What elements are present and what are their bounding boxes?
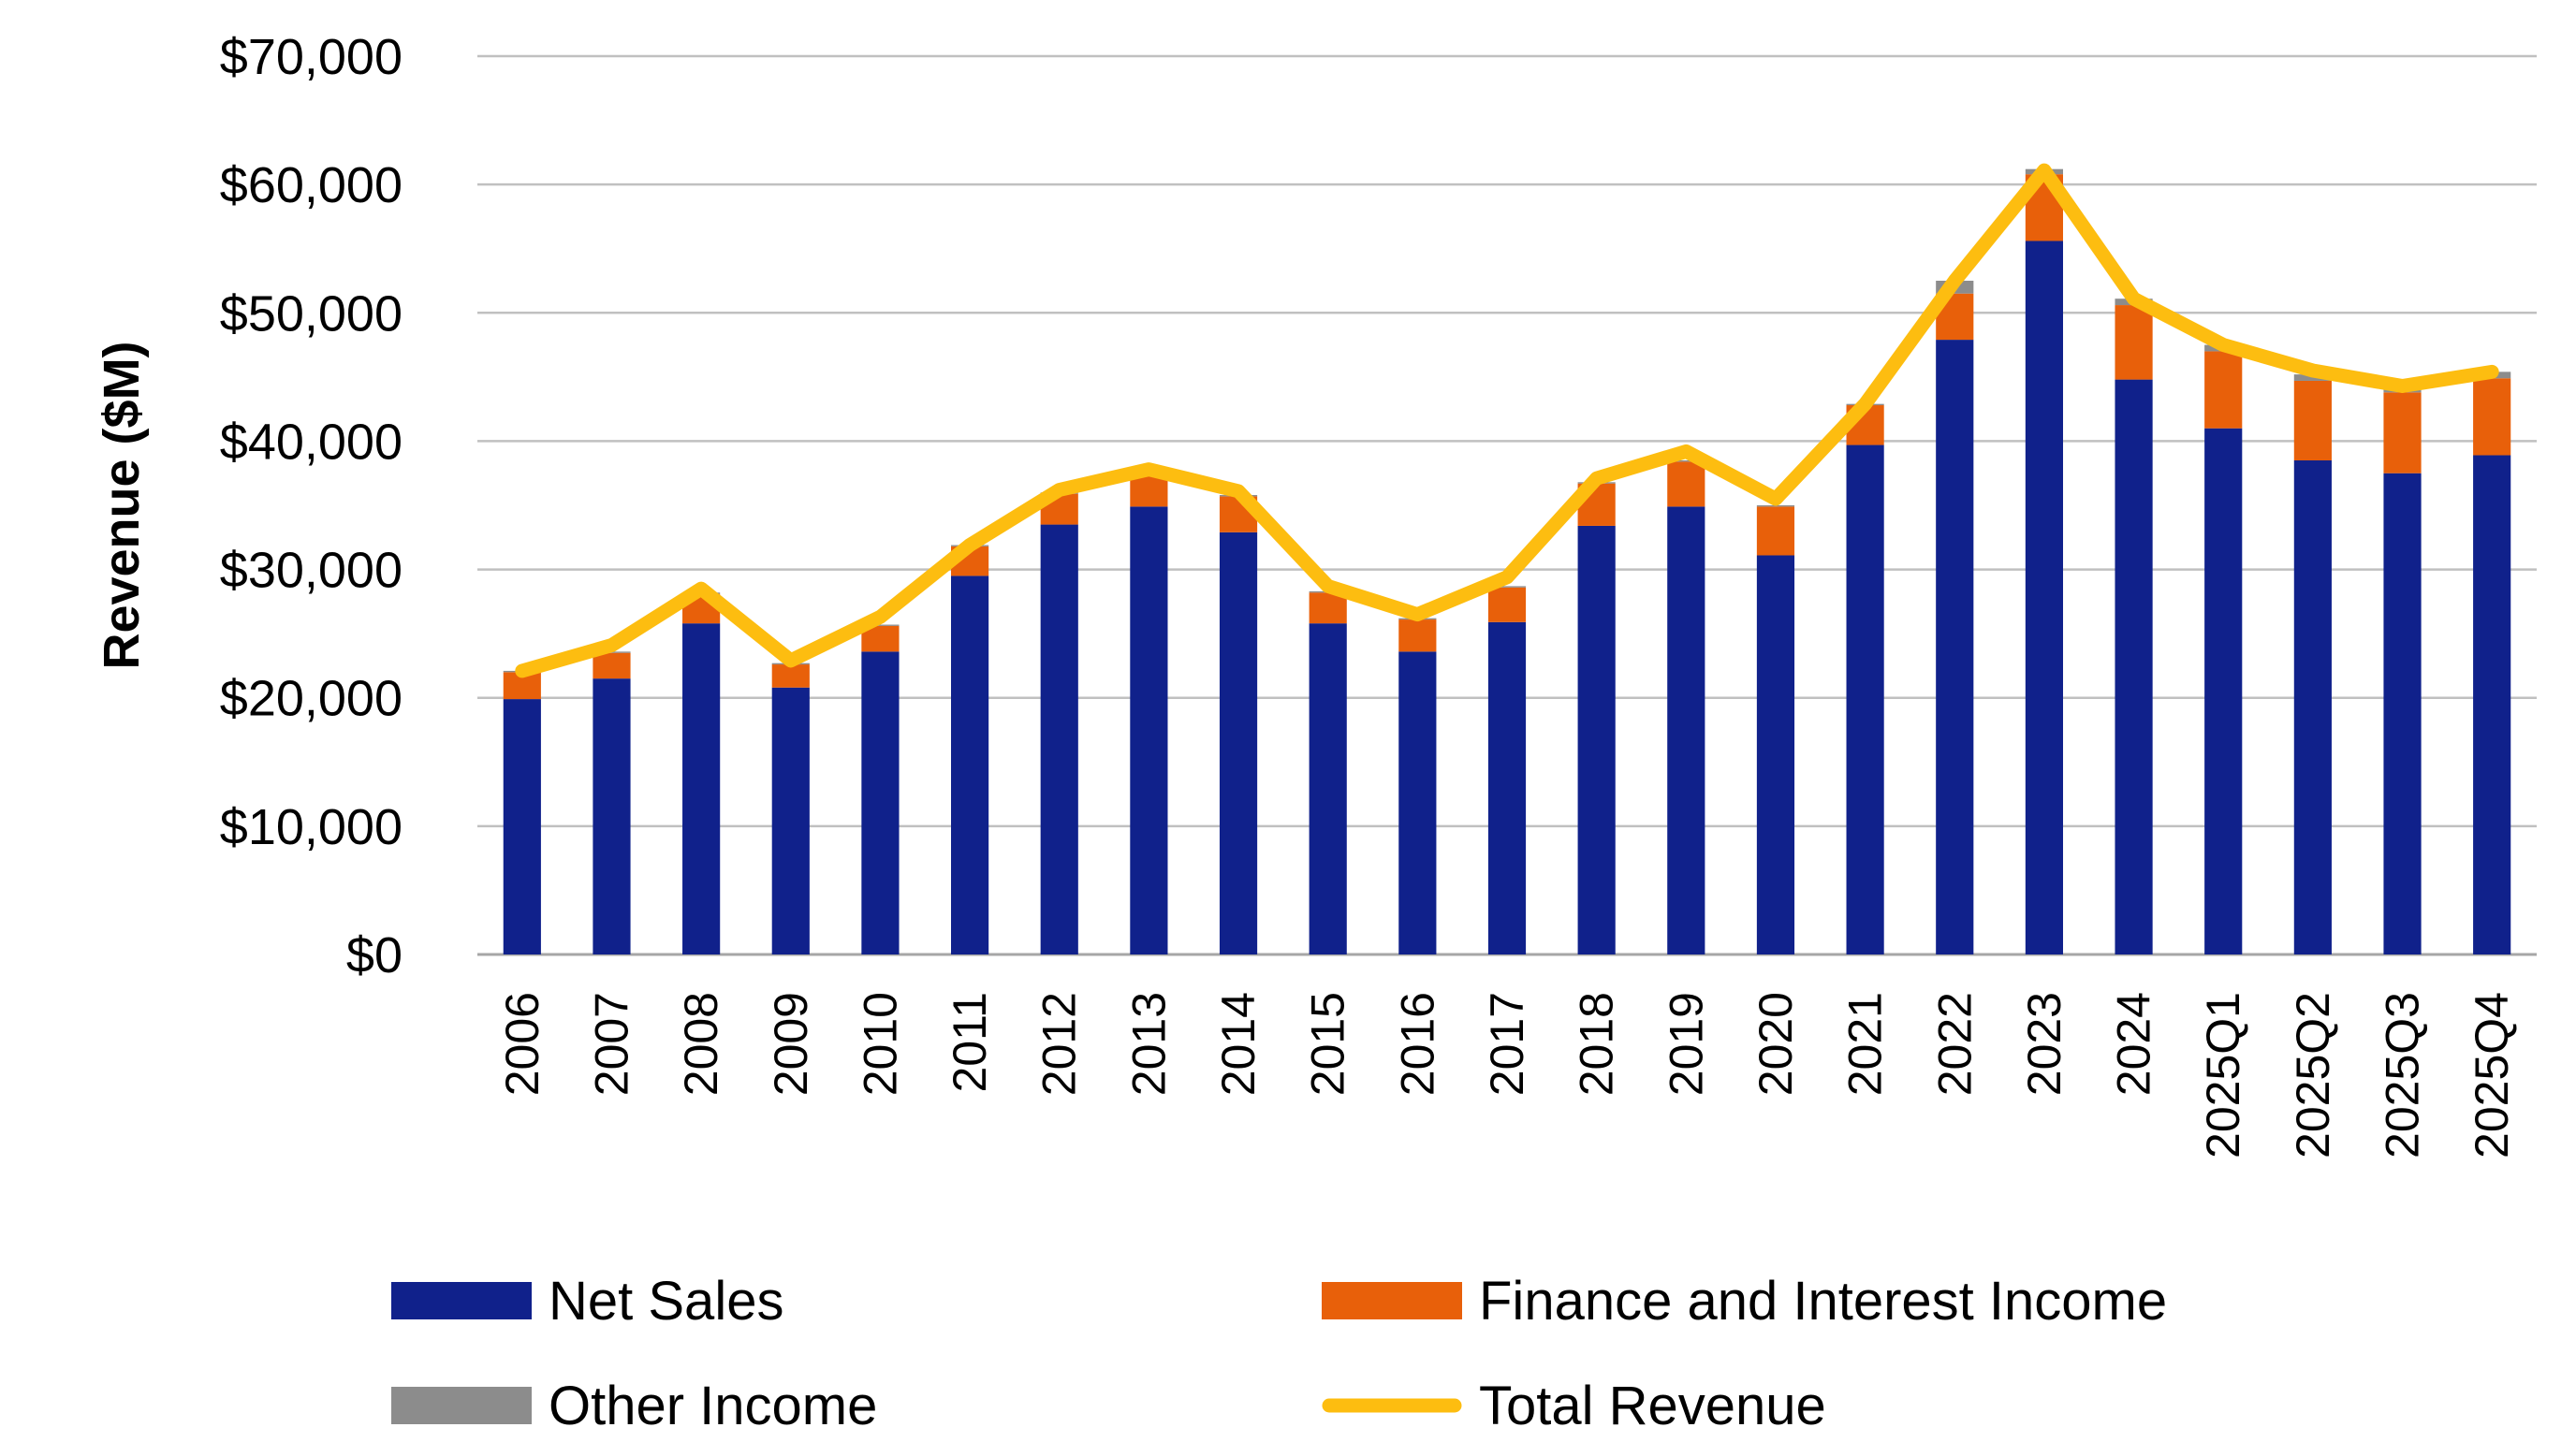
bar-finance-and-interest-income-2025Q2	[2293, 380, 2332, 460]
legend-label-total-revenue: Total Revenue	[1479, 1376, 1826, 1436]
bar-net-sales-2025Q3	[2383, 473, 2422, 954]
legend-swatch-finance-and-interest-income	[1322, 1282, 1462, 1319]
bar-net-sales-2025Q4	[2473, 455, 2511, 954]
x-tick-label: 2013	[1122, 992, 1175, 1096]
bar-finance-and-interest-income-2016	[1398, 619, 1437, 652]
legend: Net Sales Finance and Interest Income Othe…	[391, 1271, 2167, 1436]
y-tick-label: $40,000	[220, 414, 402, 470]
y-tick-label: $20,000	[220, 671, 402, 727]
x-tick-label: 2025Q1	[2197, 992, 2249, 1158]
bar-net-sales-2016	[1398, 651, 1437, 954]
y-tick-label: $10,000	[220, 799, 402, 855]
y-axis-label: Revenue ($M)	[94, 341, 150, 669]
legend-label-net-sales: Net Sales	[549, 1271, 783, 1332]
x-tick-label: 2017	[1481, 992, 1533, 1096]
x-tick-label: 2014	[1212, 992, 1265, 1096]
y-axis-tick-labels: $0 $10,000 $20,000 $30,000 $40,000 $50,000 $60…	[220, 29, 402, 983]
bar-net-sales-2025Q1	[2204, 428, 2243, 954]
bar-net-sales-2017	[1487, 621, 1527, 954]
y-tick-label: $70,000	[220, 29, 402, 85]
y-tick-label: $60,000	[220, 157, 402, 213]
bar-net-sales-2018	[1577, 525, 1616, 954]
bar-net-sales-2019	[1667, 506, 1705, 954]
legend-label-other-income: Other Income	[549, 1376, 877, 1436]
x-tick-label: 2015	[1302, 992, 1354, 1096]
line-series	[515, 163, 2499, 678]
x-tick-label: 2011	[944, 992, 996, 1093]
line-total-revenue	[515, 163, 2499, 678]
bar-net-sales-2011	[951, 575, 989, 954]
bar-net-sales-2022	[1936, 340, 1974, 955]
x-tick-label: 2023	[2018, 992, 2071, 1096]
bar-finance-and-interest-income-2019	[1667, 461, 1705, 507]
y-tick-label: $50,000	[220, 285, 402, 342]
x-tick-label: 2022	[1928, 992, 1981, 1096]
x-tick-label: 2025Q4	[2466, 992, 2518, 1158]
bar-finance-and-interest-income-2025Q3	[2383, 392, 2422, 473]
bar-net-sales-2025Q2	[2293, 460, 2332, 954]
x-tick-label: 2008	[675, 992, 727, 1096]
grid-lines	[477, 54, 2537, 956]
x-tick-label: 2012	[1033, 992, 1086, 1096]
bar-net-sales-2023	[2025, 240, 2063, 954]
bar-other-income-2019	[1667, 460, 1705, 462]
bar-net-sales-2020	[1756, 555, 1795, 954]
bar-net-sales-2024	[2115, 379, 2153, 955]
x-tick-label: 2010	[854, 992, 906, 1096]
bar-other-income-2017	[1487, 586, 1527, 588]
x-tick-label: 2024	[2108, 992, 2160, 1096]
x-tick-label: 2021	[1839, 992, 1892, 1096]
legend-label-finance-and-interest-income: Finance and Interest Income	[1479, 1271, 2167, 1332]
legend-swatch-net-sales	[391, 1282, 532, 1319]
bar-finance-and-interest-income-2025Q1	[2204, 351, 2243, 429]
x-tick-label: 2006	[496, 992, 549, 1096]
legend-swatch-other-income	[391, 1387, 532, 1424]
bar-net-sales-2006	[503, 699, 541, 954]
x-tick-label: 2007	[585, 992, 637, 1096]
bar-net-sales-2013	[1130, 506, 1168, 954]
bar-net-sales-2012	[1040, 524, 1078, 954]
bar-net-sales-2008	[682, 623, 721, 954]
bar-other-income-2010	[861, 624, 900, 626]
y-tick-label: $30,000	[220, 543, 402, 599]
x-tick-label: 2009	[765, 992, 817, 1096]
bar-net-sales-2009	[771, 687, 810, 954]
bar-finance-and-interest-income-2007	[593, 652, 631, 679]
x-axis-tick-labels: 2006 2007 2008 2009 2010 2011 2012 2013 2014 2015…	[496, 992, 2518, 1158]
bar-finance-and-interest-income-2009	[771, 664, 810, 688]
bar-finance-and-interest-income-2015	[1309, 592, 1347, 624]
bar-net-sales-2021	[1846, 444, 1884, 954]
bar-net-sales-2014	[1219, 532, 1258, 954]
x-tick-label: 2018	[1571, 992, 1623, 1096]
bar-finance-and-interest-income-2024	[2115, 305, 2153, 380]
x-tick-label: 2016	[1391, 992, 1443, 1096]
bar-net-sales-2007	[593, 678, 631, 954]
y-tick-label: $0	[346, 927, 402, 983]
x-tick-label: 2020	[1749, 992, 1802, 1096]
x-tick-label: 2025Q3	[2377, 992, 2429, 1158]
bar-net-sales-2015	[1309, 623, 1347, 954]
x-tick-label: 2019	[1660, 992, 1712, 1096]
bar-finance-and-interest-income-2020	[1756, 506, 1795, 556]
x-tick-label: 2025Q2	[2287, 992, 2339, 1158]
bar-other-income-2020	[1756, 505, 1795, 507]
bar-finance-and-interest-income-2025Q4	[2473, 378, 2511, 456]
bar-net-sales-2010	[861, 651, 900, 954]
bar-series	[503, 168, 2511, 955]
bar-finance-and-interest-income-2017	[1487, 587, 1527, 622]
